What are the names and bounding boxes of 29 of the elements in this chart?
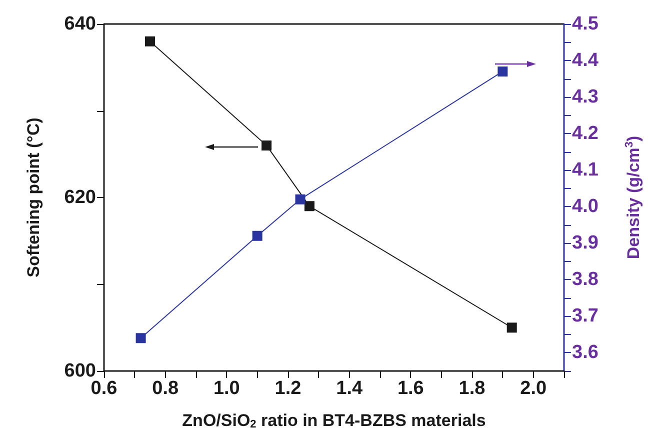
y2-tick-label: 3.6: [572, 342, 598, 364]
y2-tick-label: 3.9: [572, 232, 598, 254]
y2-axis-title: Density (g/cm3): [624, 136, 643, 260]
y-axis-title: Softening point (°C): [24, 118, 43, 278]
y2-tick-label: 4.0: [572, 196, 598, 218]
point: [252, 230, 262, 241]
y-tick-label: 640: [64, 14, 96, 34]
y2-tick-label: 3.8: [572, 269, 598, 290]
y2-tick-label: 4.1: [572, 160, 599, 181]
y2-tick-label: 3.7: [572, 306, 598, 327]
point: [498, 66, 508, 76]
point: [304, 201, 314, 212]
x-tick-label: 2.0: [520, 378, 547, 399]
x-tick-label: 1.6: [397, 378, 424, 399]
x-tick-label: 1.4: [336, 378, 363, 399]
x-tick-label: 1.2: [274, 378, 302, 399]
y2-tick-label: 4.3: [572, 86, 598, 108]
x-tick-label: 1.8: [458, 378, 486, 399]
y2-tick-label: 4.2: [572, 123, 598, 144]
point: [136, 333, 146, 344]
y2-tick-label: 4.4: [572, 50, 599, 72]
x-tick-label: 1.0: [213, 378, 240, 399]
point: [145, 36, 155, 46]
y-tick-label: 620: [64, 187, 96, 208]
point: [262, 140, 272, 150]
x-tick-label: 0.8: [152, 378, 179, 399]
point: [506, 322, 517, 333]
point: [295, 194, 306, 204]
y2-tick-label: 4.5: [572, 14, 599, 34]
